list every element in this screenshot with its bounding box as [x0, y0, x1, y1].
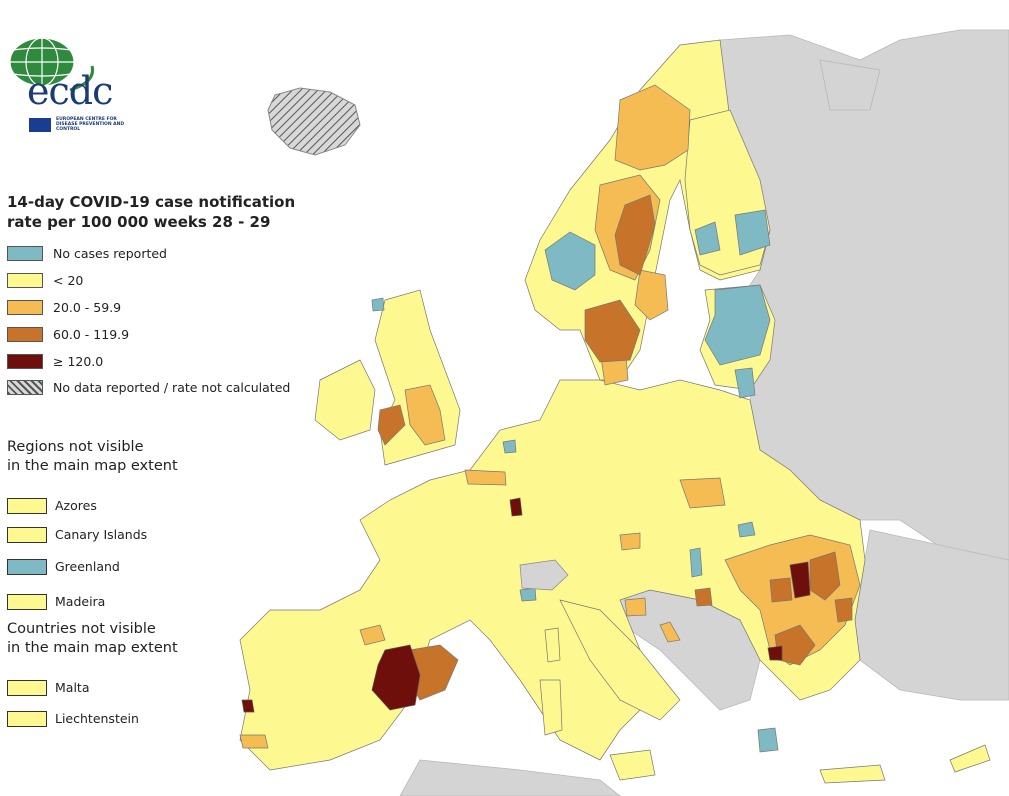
legend-label: 60.0 - 119.9: [53, 326, 130, 342]
country-label: Liechtenstein: [55, 711, 139, 726]
legend-swatch: [7, 245, 43, 261]
region-label: Greenland: [55, 559, 120, 574]
country-box: [7, 710, 47, 727]
high-regions: [241, 497, 811, 713]
region-box: [7, 526, 47, 543]
region-item-greenland: Greenland: [7, 558, 120, 575]
ecdc-logo: [4, 36, 124, 136]
region-box: [7, 593, 47, 610]
non-eu-land: [399, 29, 1009, 796]
switzerland: [519, 559, 569, 591]
legend-label: ≥ 120.0: [53, 353, 104, 369]
countries-title-line2: in the main map extent: [7, 640, 178, 656]
legend-title-line2: rate per 100 000 weeks 28 - 29: [7, 213, 271, 231]
legend-swatch: [7, 353, 43, 369]
regions-title-line2: in the main map extent: [7, 458, 178, 474]
legend-item-lt20: < 20: [7, 272, 83, 288]
countries-title-line1: Countries not visible: [7, 621, 156, 637]
legend-swatch-hatched: [7, 379, 43, 395]
legend-item-ge120: ≥ 120.0: [7, 353, 103, 369]
legend-label: < 20: [53, 272, 84, 288]
region-item-canary-islands: Canary Islands: [7, 526, 147, 543]
logo-subtitle: EUROPEAN CENTRE FOR DISEASE PREVENTION A…: [56, 117, 125, 132]
eu-flag-icon: [29, 118, 51, 132]
legend-item-no-cases: No cases reported: [7, 245, 167, 261]
region-item-madeira: Madeira: [7, 593, 105, 610]
legend-swatch: [7, 326, 43, 342]
region-label: Azores: [55, 498, 97, 513]
iceland-hatched: [267, 87, 361, 156]
legend-title-line1: 14-day COVID-19 case notification: [7, 193, 296, 211]
legend-swatch: [7, 272, 43, 288]
regions-title-line1: Regions not visible: [7, 439, 144, 455]
legend-label: No data reported / rate not calculated: [53, 379, 291, 395]
globe-icon: [9, 37, 95, 92]
no-cases-regions: [371, 209, 779, 753]
country-item-malta: Malta: [7, 679, 89, 696]
region-label: Madeira: [55, 594, 106, 609]
legend-item-20-59: 20.0 - 59.9: [7, 299, 121, 315]
mid-orange-regions: [377, 194, 853, 701]
countries-section-title: Countries not visible in the main map ex…: [7, 620, 178, 658]
legend-title: 14-day COVID-19 case notification rate p…: [7, 192, 307, 232]
logo-text: ecdc: [27, 69, 113, 113]
country-item-liechtenstein: Liechtenstein: [7, 710, 139, 727]
legend-item-60-119: 60.0 - 119.9: [7, 326, 129, 342]
regions-section-title: Regions not visible in the main map exte…: [7, 438, 178, 476]
legend-label: 20.0 - 59.9: [53, 299, 122, 315]
region-item-azores: Azores: [7, 497, 97, 514]
region-box: [7, 558, 47, 575]
country-box: [7, 679, 47, 696]
region-label: Canary Islands: [55, 527, 148, 542]
legend-swatch: [7, 299, 43, 315]
legend-label: No cases reported: [53, 245, 167, 261]
country-label: Malta: [55, 680, 90, 695]
region-box: [7, 497, 47, 514]
legend-item-no-data: No data reported / rate not calculated: [7, 379, 290, 395]
